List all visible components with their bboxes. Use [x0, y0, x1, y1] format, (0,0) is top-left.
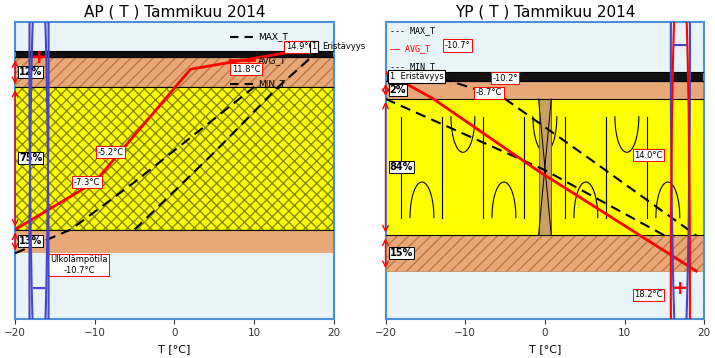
Text: 14.9°C: 14.9°C: [286, 43, 315, 52]
Text: 14.0°C: 14.0°C: [634, 151, 663, 160]
Text: -7.3°C: -7.3°C: [74, 178, 100, 187]
X-axis label: T [°C]: T [°C]: [158, 344, 191, 354]
Text: -10.7°: -10.7°: [445, 41, 470, 50]
Text: 11.8°C: 11.8°C: [232, 65, 260, 74]
Text: 15%: 15%: [390, 248, 413, 258]
Text: AVG_T: AVG_T: [258, 56, 287, 65]
Bar: [385, 99, 704, 236]
Text: 1: 1: [311, 43, 317, 52]
Text: Eristävyys: Eristävyys: [322, 43, 365, 52]
Text: 18.2°C: 18.2°C: [634, 290, 663, 299]
Text: −: −: [672, 36, 689, 55]
Text: +: +: [672, 279, 689, 298]
Title: YP ( T ) Tammikuu 2014: YP ( T ) Tammikuu 2014: [455, 4, 635, 19]
Text: 12%: 12%: [19, 67, 42, 77]
Text: 75%: 75%: [19, 153, 42, 163]
Text: --- MAX_T: --- MAX_T: [390, 26, 435, 35]
Bar: [15, 87, 334, 229]
Bar: [15, 229, 334, 253]
Text: Ulkolämpötila
-10.7°C: Ulkolämpötila -10.7°C: [50, 255, 107, 275]
Bar: [385, 236, 704, 271]
Text: -5.2°C: -5.2°C: [98, 148, 124, 157]
Text: MIN_T: MIN_T: [258, 79, 285, 88]
Text: 1  Eristävyys: 1 Eristävyys: [390, 72, 443, 81]
Bar: [385, 72, 704, 81]
Bar: [538, 99, 551, 236]
Text: 2%: 2%: [390, 85, 406, 95]
Text: +: +: [31, 48, 47, 67]
Title: AP ( T ) Tammikuu 2014: AP ( T ) Tammikuu 2014: [84, 4, 265, 19]
Text: 84%: 84%: [390, 162, 413, 172]
Text: -8.7°C: -8.7°C: [476, 88, 503, 97]
Bar: [15, 57, 334, 87]
Text: MAX_T: MAX_T: [258, 32, 288, 41]
Bar: [15, 52, 334, 57]
X-axis label: T [°C]: T [°C]: [528, 344, 561, 354]
Bar: [385, 236, 704, 271]
Text: --- MIN_T: --- MIN_T: [390, 62, 435, 71]
Text: 13%: 13%: [19, 236, 42, 246]
Text: -10.2°: -10.2°: [493, 74, 518, 83]
Bar: [15, 87, 334, 229]
Text: −: −: [31, 279, 47, 298]
Text: —— AVG_T: —— AVG_T: [390, 44, 430, 53]
Bar: [385, 81, 704, 99]
Bar: [15, 57, 334, 87]
